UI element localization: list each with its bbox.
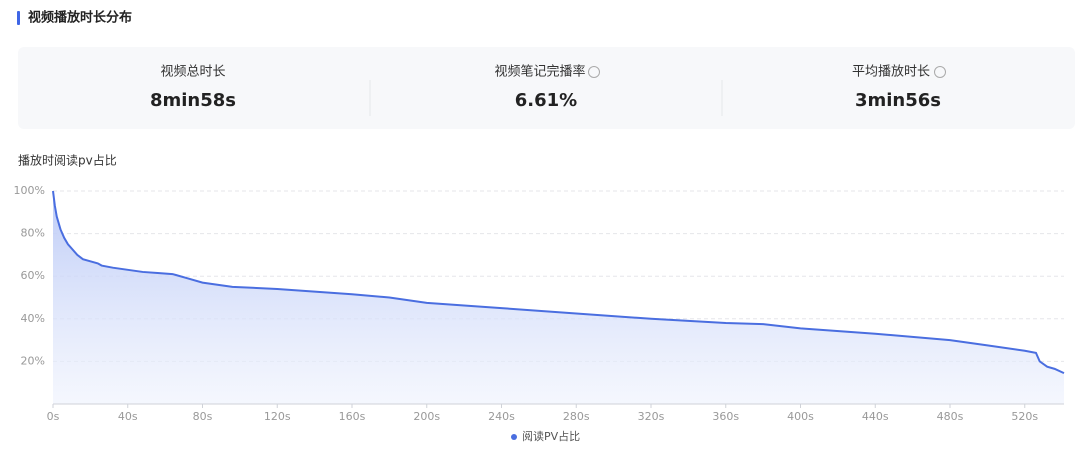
x-tick-label: 360s <box>712 410 739 423</box>
x-tick-label: 440s <box>862 410 889 423</box>
y-tick-label: 60% <box>21 269 45 282</box>
x-tick-label: 0s <box>47 410 60 423</box>
stat-value: 3min56s <box>855 90 941 111</box>
line <box>52 190 1065 375</box>
y-tick-label: 20% <box>21 354 45 367</box>
stat-label: 视频笔记完播率 <box>494 64 585 80</box>
y-tick-label: 100% <box>14 184 45 197</box>
x-tick-label: 120s <box>264 410 291 423</box>
area <box>53 191 1064 404</box>
legend-label: 阅读PV占比 <box>522 429 580 443</box>
x-tick-label: 160s <box>339 410 366 423</box>
x-tick-label: 240s <box>488 410 515 423</box>
x-tick-label: 320s <box>638 410 665 423</box>
info-icon[interactable] <box>934 66 946 78</box>
section-title: 视频播放时长分布 <box>28 10 132 26</box>
x-tick-label: 40s <box>118 410 138 423</box>
stat-value: 6.61% <box>515 90 577 111</box>
stat-value: 8min58s <box>150 90 236 111</box>
x-tick-label: 200s <box>413 410 440 423</box>
chart-title: 播放时阅读pv占比 <box>18 153 117 168</box>
info-icon[interactable] <box>588 66 600 78</box>
y-tick-label: 80% <box>21 227 45 240</box>
stat-label: 视频总时长 <box>160 65 225 80</box>
stats-card <box>18 47 1075 129</box>
y-tick-label: 40% <box>21 312 45 325</box>
x-tick-label: 520s <box>1011 410 1038 423</box>
x-tick-label: 400s <box>787 410 814 423</box>
stat-label: 平均播放时长 <box>852 65 930 80</box>
legend-marker <box>511 434 517 440</box>
x-tick-label: 480s <box>937 410 964 423</box>
title-accent <box>17 11 20 25</box>
x-tick-label: 80s <box>193 410 213 423</box>
x-tick-label: 280s <box>563 410 590 423</box>
